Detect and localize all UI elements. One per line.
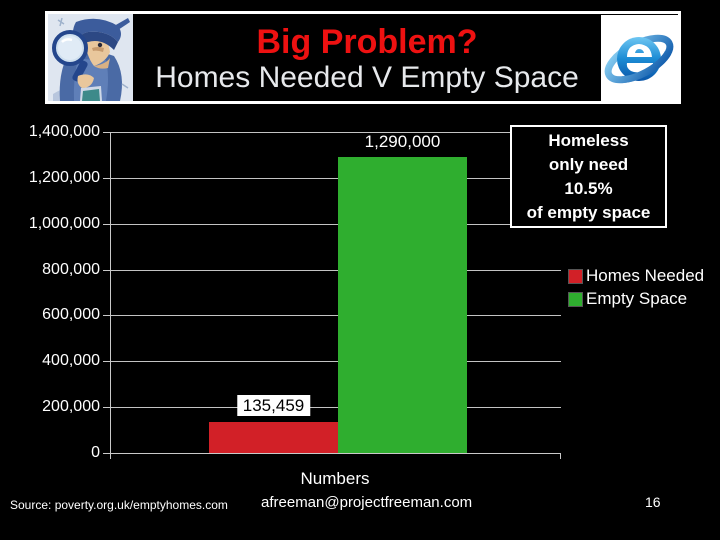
header-banner: Big Problem? Homes Needed V Empty Space [45,11,681,104]
gridline [111,132,561,133]
legend-label: Empty Space [586,289,688,308]
slide-subtitle: Homes Needed V Empty Space [155,60,579,94]
detective-magnifier-icon [48,14,133,101]
gridline [111,224,561,225]
y-axis-tick-mark [103,178,111,179]
gridline [111,315,561,316]
bar-value-label: 1,290,000 [364,132,441,151]
gridline [111,178,561,179]
internet-explorer-icon [601,15,678,101]
y-axis-tick-mark [103,361,111,362]
gridline [111,407,561,408]
legend: Homes Needed Empty Space [568,267,704,313]
y-axis-tick-mark [103,315,111,316]
legend-label: Homes Needed [586,266,705,285]
plot-area: 135,459 1,290,000 [103,132,561,459]
y-axis-tick-mark [103,270,111,271]
y-axis-labels: 0 200,000 400,000 600,000 800,000 1,000,000 1,… [0,123,100,461]
annotation-line: only need [548,155,629,174]
y-axis-tick-label: 400,000 [42,352,100,369]
legend-swatch [568,268,583,284]
page-number: 16 [645,494,661,510]
y-axis-tick-label: 600,000 [42,306,100,323]
bar-value-label: 135,459 [236,395,311,416]
gridline [111,361,561,362]
slide-title: Big Problem? [256,22,478,61]
y-axis-tick-mark [103,132,111,133]
y-axis-tick-mark [103,453,111,454]
y-axis-tick-label: 1,000,000 [28,215,100,232]
y-axis-tick-mark [103,407,111,408]
annotation-line: Homeless [548,131,629,150]
y-axis-tick-label: 200,000 [42,398,100,415]
legend-swatch [568,291,583,307]
y-axis-tick-mark [103,224,111,225]
legend-item: Homes Needed [568,267,704,285]
annotation-line: of empty space [526,203,651,222]
y-axis-tick-label: 1,200,000 [28,169,100,186]
x-axis-title: Numbers [300,469,370,488]
bar-homes-needed [209,422,338,453]
gridline [111,270,561,271]
footer-email: afreeman@projectfreeman.com [261,494,473,511]
x-axis-tick-mark [560,453,561,459]
bar-empty-space [338,157,467,453]
annotation-box: Homeless only need 10.5% of empty space [510,125,667,228]
annotation-line: 10.5% [564,179,613,198]
legend-item: Empty Space [568,290,704,308]
y-axis-tick-label: 800,000 [42,261,100,278]
header-titles: Big Problem? Homes Needed V Empty Space [133,14,601,101]
footer-source: Source: poverty.org.uk/emptyhomes.com [10,498,228,512]
x-axis-tick-mark [110,453,111,459]
y-axis-tick-label: 1,400,000 [28,123,100,140]
y-axis-tick-label: 0 [91,444,100,461]
